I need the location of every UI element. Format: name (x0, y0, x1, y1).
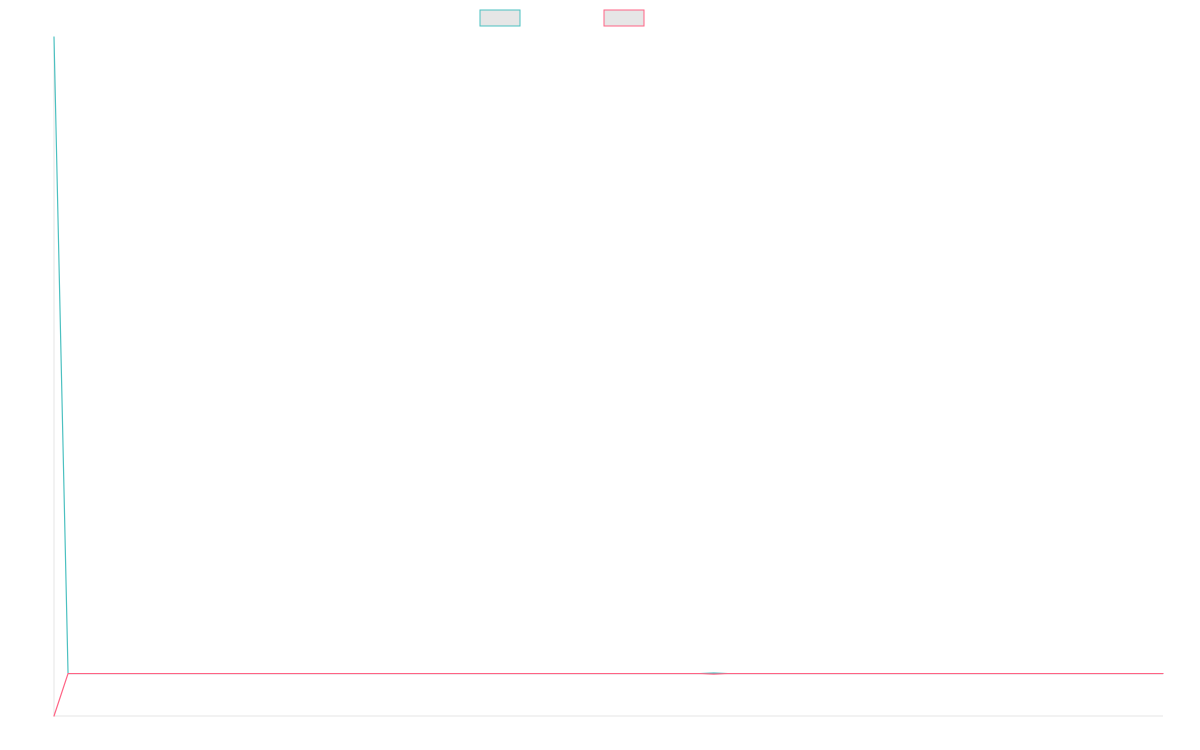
legend (479, 9, 645, 27)
legend-swatch-1[interactable] (479, 9, 521, 27)
series-layer (53, 36, 1164, 717)
series-line-2 (53, 672, 1164, 717)
legend-swatch-2[interactable] (603, 9, 645, 27)
series-line-1 (53, 36, 1164, 675)
axes (53, 37, 1163, 717)
